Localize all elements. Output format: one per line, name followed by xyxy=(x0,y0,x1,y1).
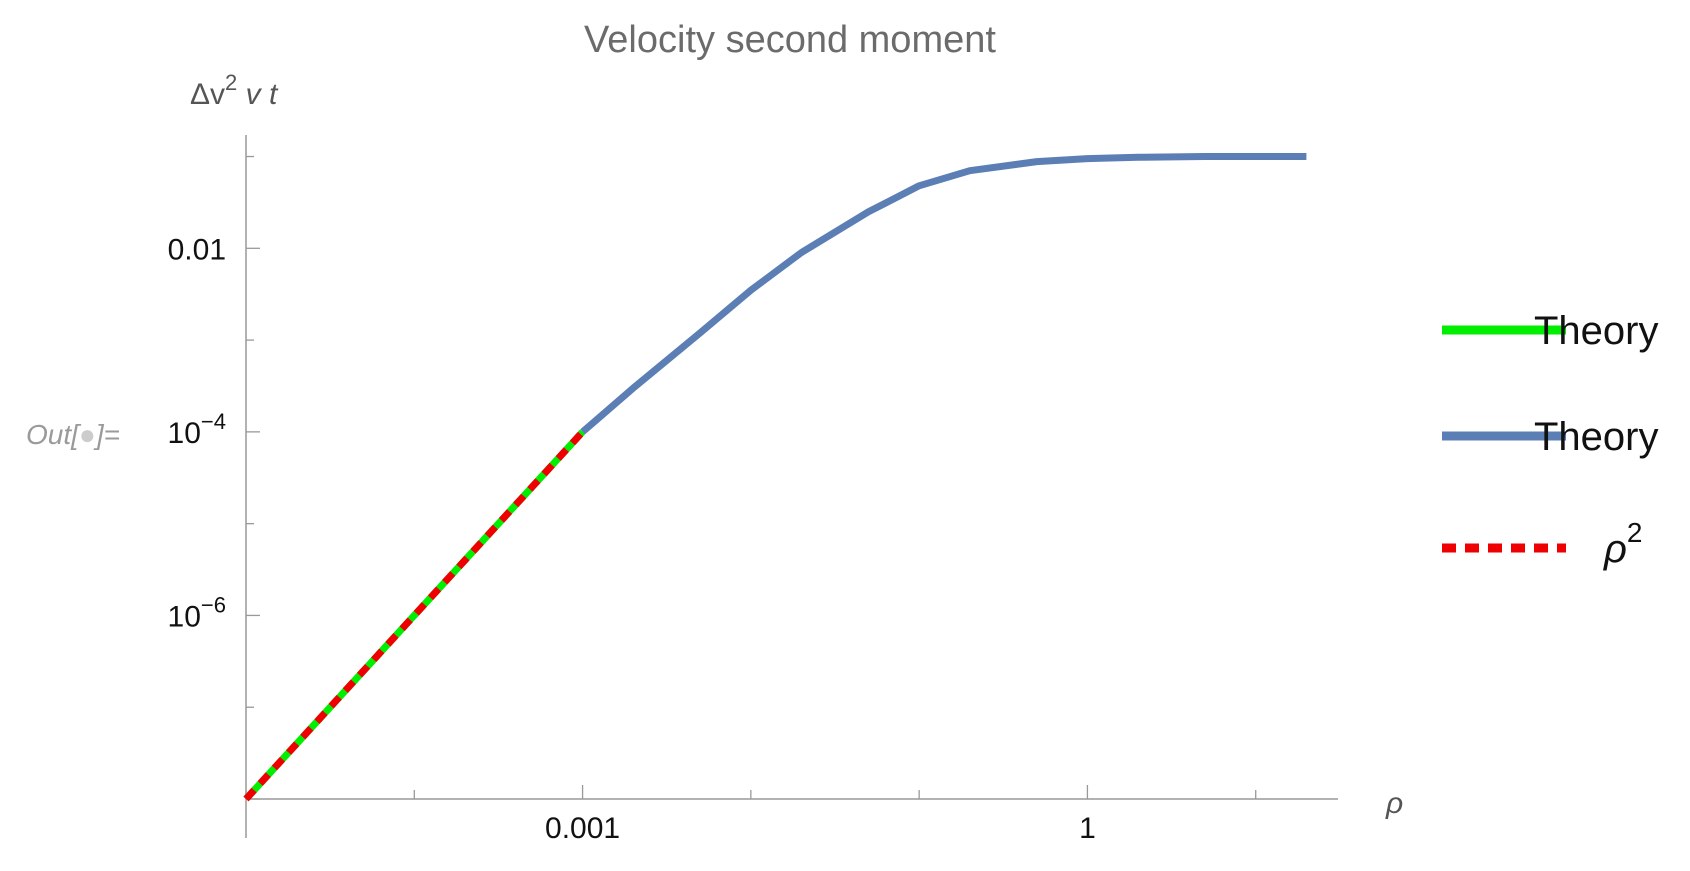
x-tick-label: 1 xyxy=(1079,812,1096,845)
x-tick-label: 0.001 xyxy=(545,812,620,845)
series-line-theory-green xyxy=(243,429,586,802)
tick-marks xyxy=(245,155,1257,800)
y-tick-label: 10−6 xyxy=(168,592,226,633)
legend: Theory Theory ρ2 xyxy=(1442,309,1659,571)
series-line-theory-blue xyxy=(580,153,1307,435)
output-cell-label: Out[●]= xyxy=(26,419,120,450)
legend-label-theory-green: Theory xyxy=(1534,309,1659,353)
x-axis-label: ρ xyxy=(1385,787,1403,820)
chart-title: Velocity second moment xyxy=(584,19,996,61)
legend-label-rho-squared: ρ2 xyxy=(1603,517,1643,571)
series-lines xyxy=(243,153,1307,802)
y-tick-label: 0.01 xyxy=(168,233,226,266)
legend-item-theory-green: Theory xyxy=(1442,309,1659,353)
legend-label-theory-blue: Theory xyxy=(1534,415,1659,459)
y-axis-label: Δv2 v t xyxy=(190,70,279,111)
legend-item-theory-blue: Theory xyxy=(1442,415,1659,459)
legend-item-rho-squared: ρ2 xyxy=(1442,517,1643,571)
y-tick-label: 10−4 xyxy=(168,409,226,450)
